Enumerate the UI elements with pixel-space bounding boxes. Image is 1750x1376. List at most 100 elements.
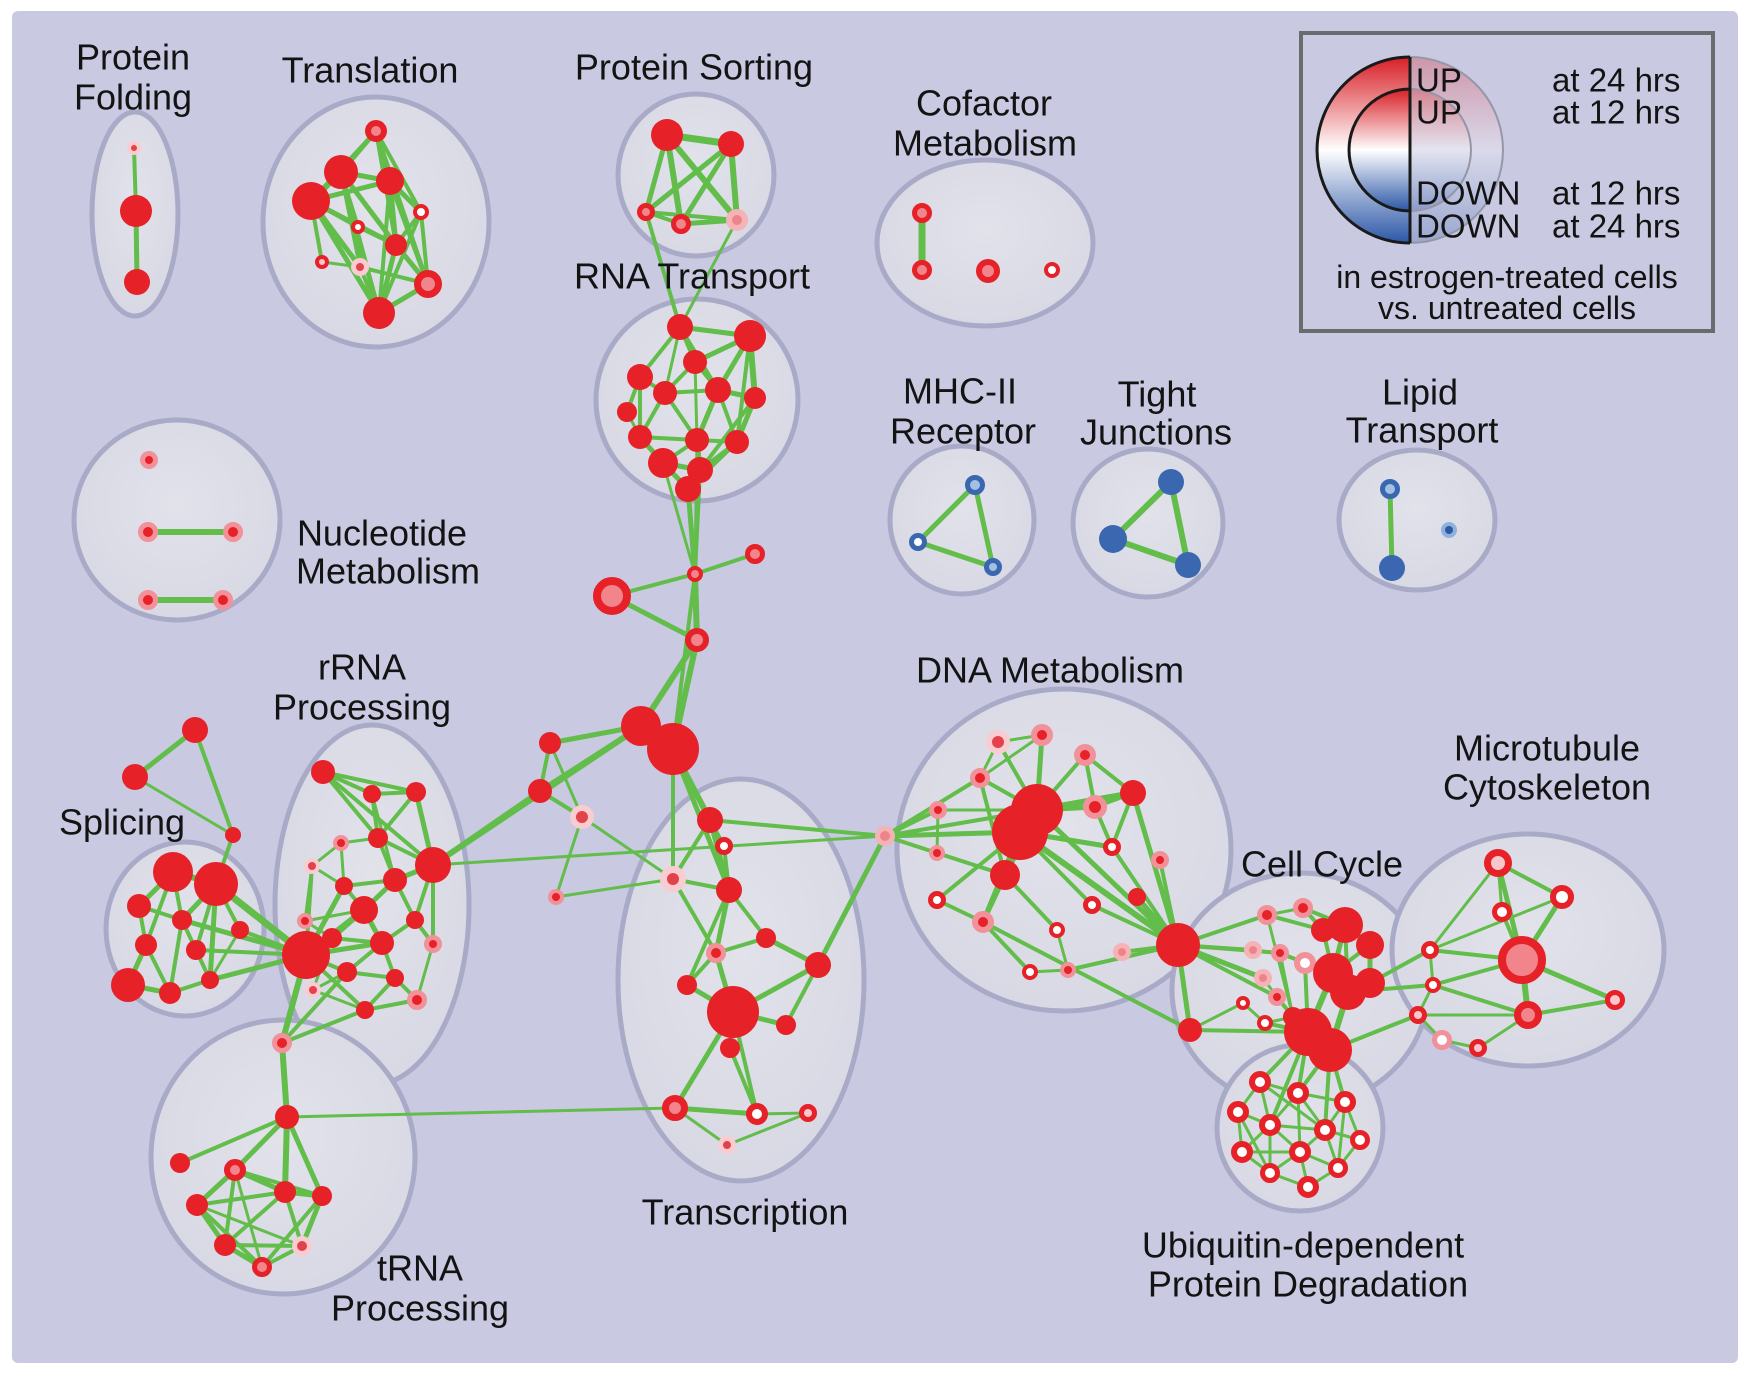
node-tn3: [186, 1194, 208, 1216]
edge-mt7-mt8: [1527, 998, 1616, 1017]
node-ub4: [1227, 1101, 1249, 1123]
node-tx5: [548, 889, 564, 905]
node-rt1: [667, 314, 693, 340]
edge-tn4-tn7: [260, 1194, 324, 1269]
edge-x1-rr19: [281, 1008, 366, 1045]
node-x2: [275, 1105, 299, 1129]
node-ub3: [1334, 1091, 1356, 1113]
legend-box: [1299, 31, 1715, 333]
node-dm21: [1060, 962, 1076, 978]
edge-tn1-tn7: [233, 1169, 264, 1268]
edge-tr3-tr11: [377, 180, 392, 314]
node-sp3: [127, 894, 151, 918]
edge-ps3-rt1: [644, 211, 682, 328]
edge-x2-tx13: [286, 1106, 676, 1119]
node-c1: [687, 566, 703, 582]
node-mh3: [984, 558, 1002, 576]
edge-c1-c2: [694, 552, 756, 576]
node-sp0c: [225, 827, 241, 843]
node-tj1: [1158, 469, 1184, 495]
node-rt4: [627, 364, 653, 390]
node-rt14: [675, 476, 701, 502]
node-dm10: [929, 845, 945, 861]
node-dm20: [1022, 964, 1038, 980]
edge-dm15-dm20: [981, 920, 1032, 974]
edge-tx15-tx16: [726, 1111, 809, 1147]
node-rt13: [617, 402, 637, 422]
edge-tj1-tj3: [1168, 481, 1191, 566]
node-tr5: [413, 204, 429, 220]
node-rr2: [363, 785, 381, 803]
node-dm17: [1083, 896, 1101, 914]
node-dm2: [1031, 724, 1053, 746]
legend-row-3-direction: DOWN: [1416, 175, 1520, 212]
node-ub7: [1350, 1130, 1370, 1150]
edge-x2-tn1: [233, 1115, 289, 1172]
edge-mh1-mh3: [972, 484, 996, 568]
edge-ra-rc: [548, 742, 584, 818]
node-c2: [745, 544, 765, 564]
node-rt6: [705, 377, 731, 403]
legend-outline-right-inner: [1409, 88, 1472, 212]
node-cc21: [1409, 1006, 1427, 1024]
node-ps3: [637, 203, 655, 221]
edge-sp0b-sp0c: [134, 775, 234, 837]
edge-x2-x3: [179, 1115, 288, 1165]
node-x1: [272, 1033, 292, 1053]
node-nm5: [213, 590, 233, 610]
node-rb: [528, 779, 552, 803]
node-ub12: [1297, 1176, 1319, 1198]
legend: UP at 24 hrs UP at 12 hrs DOWN at 12 hrs DOWN a…: [1299, 31, 1715, 333]
edge-rb-rr8: [431, 788, 542, 868]
node-ub2: [1287, 1082, 1309, 1104]
node-tx15: [799, 1104, 817, 1122]
edge-x2-tn2: [282, 1116, 290, 1193]
node-rr18: [305, 982, 321, 998]
legend-row-1-direction: UP: [1416, 62, 1462, 99]
edge-mh1-mh2: [916, 483, 977, 544]
node-cc11: [1355, 968, 1385, 998]
edge-rr1-rr3: [322, 770, 417, 794]
legend-outline-left-inner: [1347, 87, 1411, 213]
node-cc5: [1356, 931, 1384, 959]
cluster-label-splicing-line1: Splicing: [59, 802, 185, 843]
cluster-label-cell-cycle-line1: Cell Cycle: [1241, 844, 1403, 885]
node-x3: [170, 1153, 190, 1173]
node-tn7: [252, 1257, 272, 1277]
node-ra: [539, 732, 561, 754]
edge-mt7-cc20: [1432, 983, 1529, 1017]
node-rr3: [406, 782, 426, 802]
node-dm6: [1120, 780, 1146, 806]
node-mt4: [1498, 936, 1546, 984]
node-cc19: [1421, 941, 1439, 959]
node-c3: [593, 577, 631, 615]
edge-sp0a-sp0c: [193, 729, 235, 836]
edge-tn2-tn5: [223, 1190, 287, 1247]
node-nm2: [138, 522, 158, 542]
node-tx7: [706, 943, 726, 963]
node-dm23: [1178, 1018, 1202, 1042]
cluster-label-mhc-ii-receptor-line1: MHC-II: [903, 371, 1017, 412]
node-cc8: [1294, 952, 1316, 974]
edge-tx12-tx14: [728, 1047, 759, 1115]
edge-tx1-dmc: [709, 818, 886, 838]
cluster-label-tight-junctions-line2: Junctions: [1080, 412, 1232, 453]
cluster-label-transcription-line1: Transcription: [642, 1192, 849, 1233]
node-tn5: [214, 1234, 236, 1256]
node-rt8: [628, 425, 652, 449]
node-mt2: [1550, 885, 1574, 909]
edge-tr4-tr11: [308, 199, 382, 315]
edge-x1-x2: [279, 1042, 290, 1118]
legend-circle-left-12h: [1349, 89, 1410, 211]
node-dm15: [972, 911, 994, 933]
cluster-ellipse-tight-junctions: [1070, 446, 1226, 600]
cluster-label-tight-junctions-line1: Tight: [1118, 374, 1197, 415]
node-cc1: [1257, 905, 1277, 925]
node-cc7: [1271, 944, 1289, 962]
node-tx14: [746, 1103, 768, 1125]
node-tx16: [718, 1136, 736, 1154]
edge-sp4-sp8: [168, 919, 184, 994]
cluster-label-lipid-transport-line2: Transport: [1346, 410, 1499, 451]
cluster-label-protein-folding-line2: Folding: [74, 77, 192, 118]
legend-row-2-direction: UP: [1416, 94, 1462, 131]
